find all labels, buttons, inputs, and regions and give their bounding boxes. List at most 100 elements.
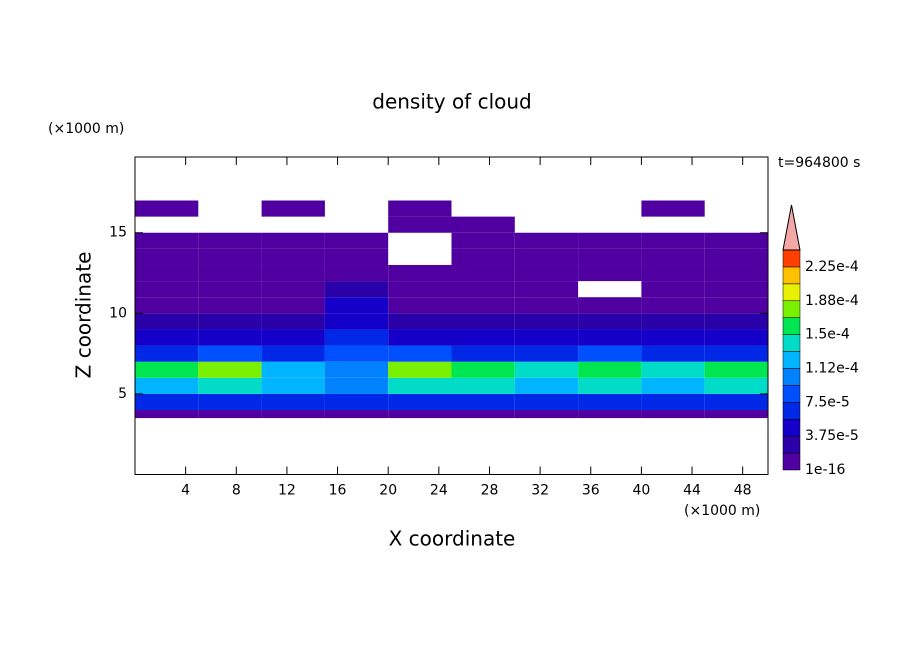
x-tick-label: 28 — [481, 483, 499, 499]
field-cell — [135, 393, 199, 411]
field-cell — [451, 297, 515, 314]
field-cell — [198, 264, 262, 282]
field-cell — [451, 410, 515, 419]
field-cell — [261, 232, 325, 249]
colorbar-swatch — [782, 317, 801, 335]
field-cell — [641, 248, 705, 265]
field-cell — [514, 377, 579, 394]
field-cell — [451, 281, 515, 298]
field-cell — [198, 410, 262, 419]
field-cell — [324, 248, 389, 265]
field-cell — [578, 297, 642, 314]
field-cell — [514, 361, 579, 378]
field-cell — [388, 345, 452, 362]
x-tick-label: 40 — [632, 483, 650, 499]
y-unit: (×1000 m) — [48, 121, 124, 137]
colorbar-label: 1.5e-4 — [805, 327, 850, 343]
x-tick-label: 4 — [181, 483, 190, 499]
colorbar-swatch — [782, 368, 801, 386]
field-cell — [578, 313, 642, 330]
field-cell — [578, 232, 642, 249]
field-cell — [198, 232, 262, 249]
field-cell — [704, 345, 768, 362]
field-cell — [135, 313, 199, 330]
field-cell — [135, 297, 199, 314]
field-cell — [451, 361, 515, 378]
field-cell — [578, 410, 642, 419]
field-cell — [451, 264, 515, 282]
field-cell — [388, 297, 452, 314]
field-cell — [514, 264, 579, 282]
field-cell — [198, 281, 262, 298]
colorbar-label: 1.12e-4 — [805, 360, 859, 376]
field-cell — [135, 264, 199, 282]
field-cell — [704, 248, 768, 265]
field-cell — [324, 329, 389, 346]
field-cell — [388, 393, 452, 411]
field-cell — [261, 377, 325, 394]
field-cell — [261, 200, 325, 217]
field-cell — [135, 200, 199, 217]
colorbar-extend — [782, 204, 801, 251]
field-cell — [514, 410, 579, 419]
colorbar-swatch — [782, 300, 801, 318]
time-annotation: t=964800 s — [778, 155, 860, 171]
field-cell — [514, 345, 579, 362]
x-tick-label: 8 — [232, 483, 241, 499]
plot-frame — [134, 156, 769, 475]
field-cell — [198, 361, 262, 378]
field-cell — [135, 281, 199, 298]
field-cell — [261, 345, 325, 362]
y-tick-label: 15 — [109, 225, 127, 241]
field-cell — [324, 410, 389, 419]
field-cell — [704, 361, 768, 378]
field-cell — [514, 393, 579, 411]
field-cell — [324, 313, 389, 330]
field-cell — [451, 232, 515, 249]
field-cell — [578, 393, 642, 411]
field-cell — [451, 216, 515, 233]
field-cell — [388, 281, 452, 298]
field-cell — [704, 264, 768, 282]
field-cell — [198, 345, 262, 362]
field-cell — [198, 297, 262, 314]
field-cell — [324, 281, 389, 298]
field-cell — [135, 232, 199, 249]
colorbar-label: 7.5e-5 — [805, 394, 850, 410]
field-cell — [641, 377, 705, 394]
field-cell — [261, 281, 325, 298]
field-cell — [261, 410, 325, 419]
field-cell — [198, 313, 262, 330]
field-cell — [641, 345, 705, 362]
field-cell — [578, 377, 642, 394]
field-cell — [388, 329, 452, 346]
field-cell — [451, 248, 515, 265]
field-cell — [324, 361, 389, 378]
field-cell — [704, 313, 768, 330]
field-cell — [641, 329, 705, 346]
field-cell — [388, 410, 452, 419]
field-cell — [514, 281, 579, 298]
field-cell — [388, 216, 452, 233]
x-tick-label: 20 — [379, 483, 397, 499]
field-cell — [324, 345, 389, 362]
colorbar-swatch — [782, 435, 801, 454]
field-cell — [198, 329, 262, 346]
field-cell — [578, 361, 642, 378]
field-cell — [704, 377, 768, 394]
x-unit: (×1000 m) — [684, 503, 760, 519]
field-cell — [324, 264, 389, 282]
field-cell — [261, 264, 325, 282]
field-cell — [641, 281, 705, 298]
chart-title: density of cloud — [372, 90, 531, 114]
colorbar-swatch — [782, 249, 801, 268]
field-cell — [324, 377, 389, 394]
field-cell — [514, 313, 579, 330]
colorbar-swatch — [782, 418, 801, 437]
field-cell — [514, 329, 579, 346]
colorbar-swatch — [782, 385, 801, 403]
field-cell — [641, 232, 705, 249]
field-cell — [451, 377, 515, 394]
colorbar-swatch — [782, 266, 801, 285]
field-cell — [578, 264, 642, 282]
